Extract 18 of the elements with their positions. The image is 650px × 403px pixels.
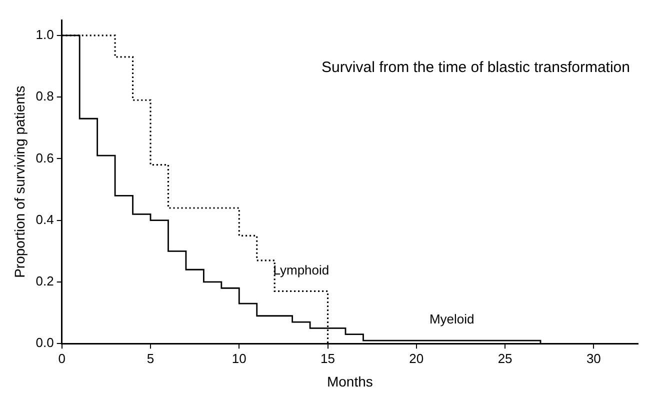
y-tick-label: 0.2	[36, 274, 54, 289]
y-tick-label: 0.8	[36, 88, 54, 104]
x-tick-label: 25	[498, 350, 512, 366]
x-axis-title: Months	[326, 373, 373, 390]
text: Survival from the time of blastic transformation	[322, 59, 630, 76]
x-tick-label: 15	[320, 350, 336, 366]
x-tick-label: 0	[58, 350, 66, 366]
x-tick-label: 20	[409, 350, 424, 366]
y-axis-title: Proportion of surviving patients	[11, 86, 28, 278]
y-tick-label: 0.6	[36, 150, 54, 166]
x-tick-label: 30	[586, 350, 601, 366]
y-tick-label: 0.4	[36, 212, 54, 227]
x-tick-label: 5	[146, 350, 154, 366]
y-tick-label: 1.0	[36, 26, 54, 42]
y-tick-label: 0.0	[36, 335, 54, 350]
series-label: Myeloid	[429, 312, 474, 327]
series-label: Lymphoid	[273, 262, 330, 278]
x-tick-label: 10	[232, 350, 246, 366]
